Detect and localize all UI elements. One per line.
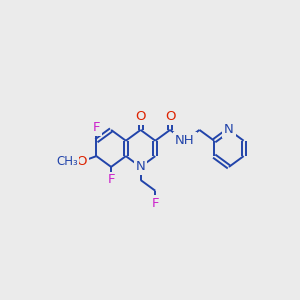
Text: O: O — [165, 110, 175, 123]
Text: F: F — [93, 121, 100, 134]
Text: O: O — [76, 155, 87, 168]
Text: N: N — [136, 160, 146, 173]
Text: O: O — [135, 110, 146, 123]
Text: CH₃: CH₃ — [56, 155, 78, 168]
Text: NH: NH — [175, 134, 195, 147]
Text: F: F — [152, 197, 159, 210]
Text: F: F — [107, 173, 115, 187]
Text: N: N — [224, 123, 234, 136]
